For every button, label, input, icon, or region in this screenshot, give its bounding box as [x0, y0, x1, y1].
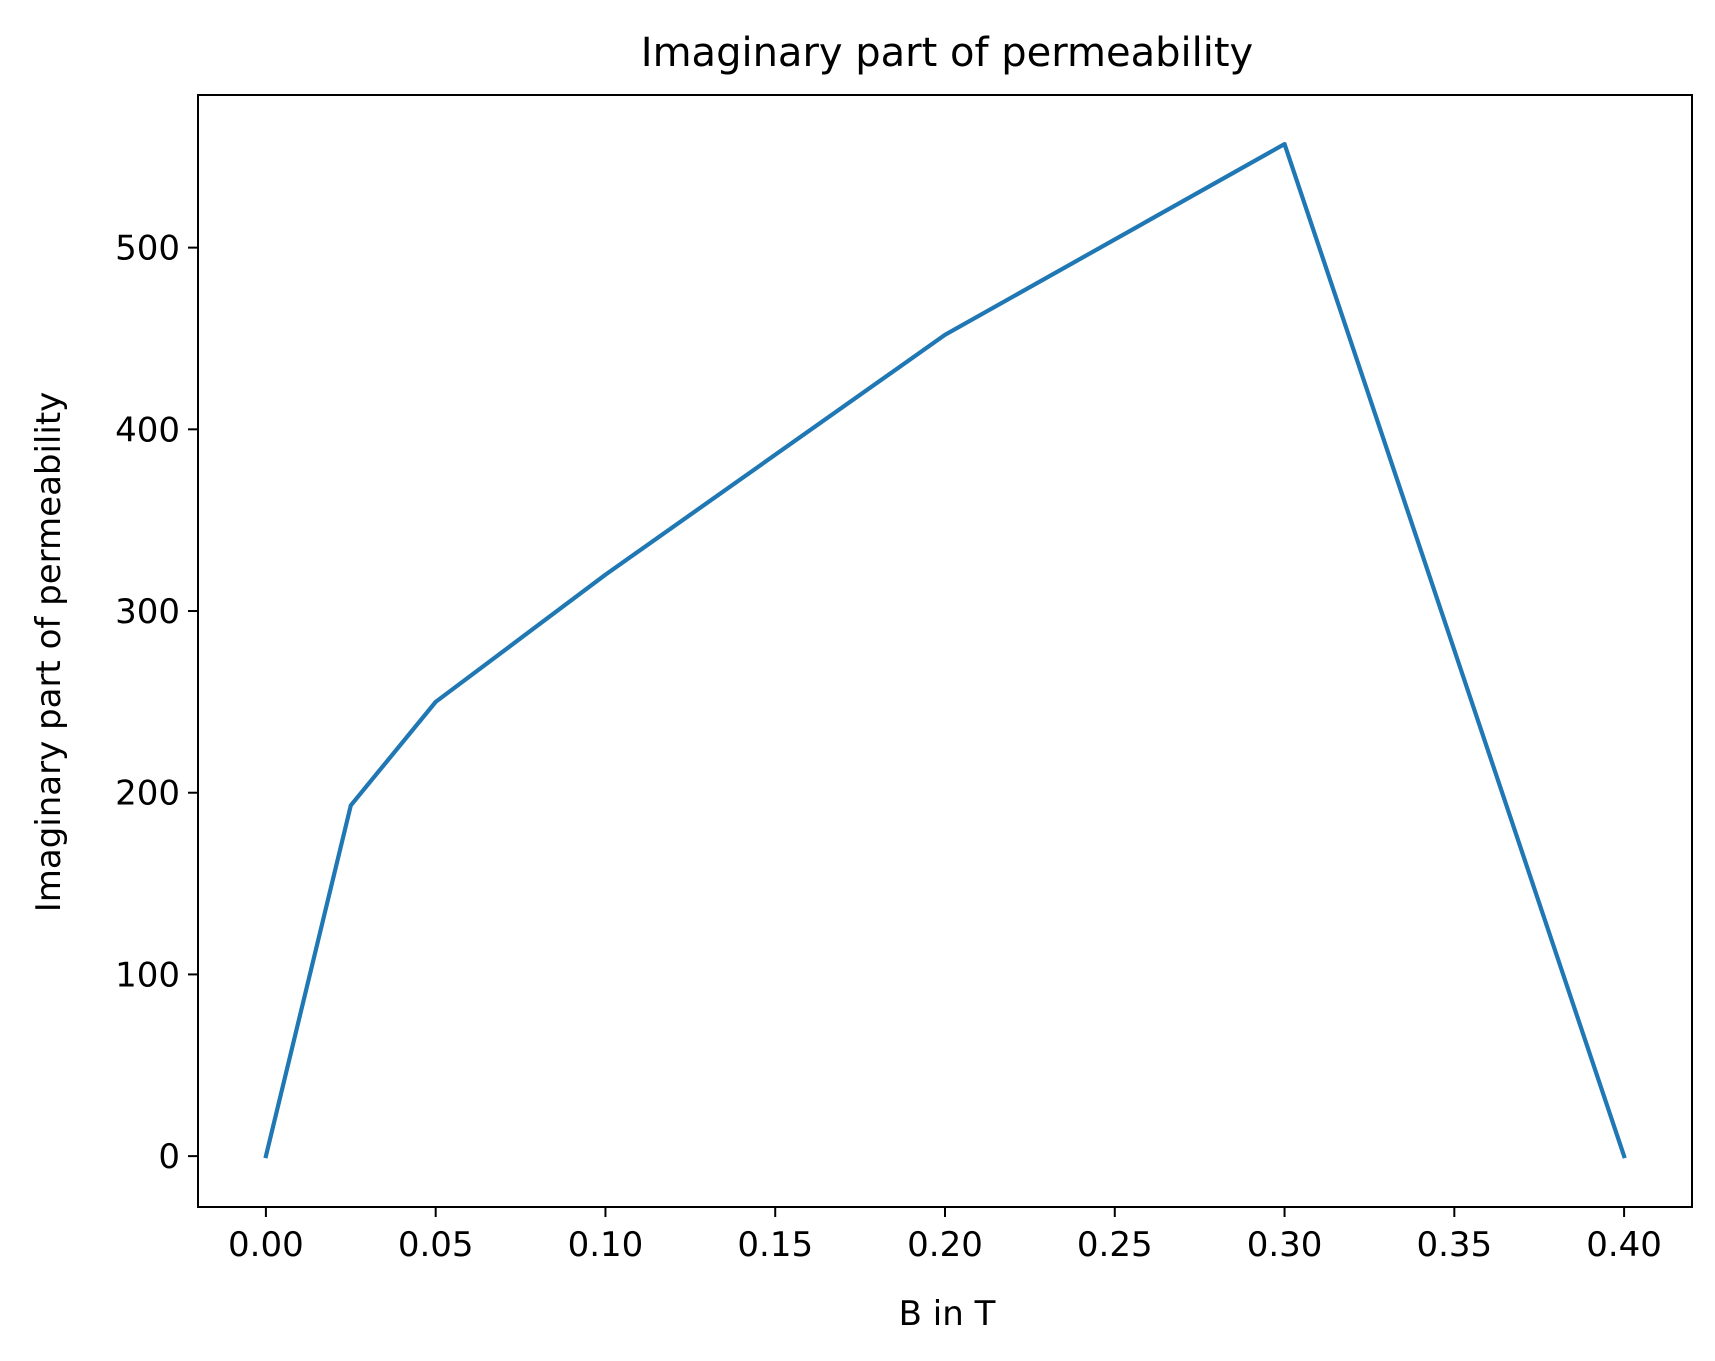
- x-tick-label: 0.10: [568, 1225, 644, 1265]
- plot-frame: [197, 94, 1693, 1208]
- y-tick-label: 100: [115, 955, 180, 995]
- y-axis: 0 100 200 300 400 500: [115, 229, 198, 1177]
- y-tick-label: 200: [115, 774, 180, 814]
- x-tick-label: 0.35: [1416, 1225, 1492, 1265]
- chart-title: Imaginary part of permeability: [641, 30, 1253, 76]
- y-tick-label: 0: [158, 1137, 180, 1177]
- plot-area: [197, 94, 1693, 1208]
- y-tick-label: 400: [115, 410, 180, 450]
- x-tick-label: 0.20: [907, 1225, 983, 1265]
- x-tick-label: 0.15: [737, 1225, 813, 1265]
- x-tick-label: 0.00: [228, 1225, 304, 1265]
- x-tick-label: 0.05: [398, 1225, 474, 1265]
- x-axis: 0.00 0.05 0.10 0.15 0.20 0.25 0.30 0.35 0.40: [228, 1207, 1662, 1265]
- x-axis-label: B in T: [899, 1294, 996, 1334]
- y-tick-label: 500: [115, 229, 180, 269]
- x-tick-label: 0.25: [1077, 1225, 1153, 1265]
- y-tick-label: 300: [115, 592, 180, 632]
- x-tick-label: 0.30: [1247, 1225, 1323, 1265]
- series-line-0: [263, 141, 1627, 1159]
- y-axis-label: Imaginary part of permeability: [29, 392, 69, 913]
- x-tick-label: 0.40: [1586, 1225, 1662, 1265]
